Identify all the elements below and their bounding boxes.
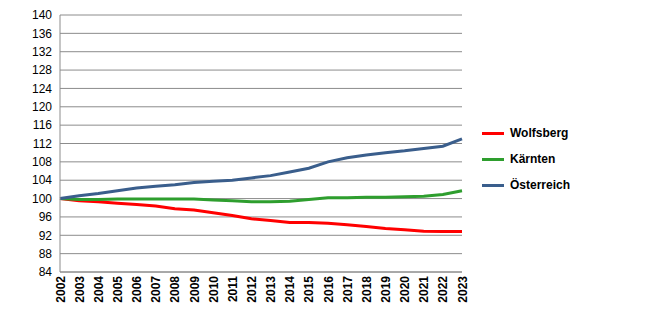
svg-text:2018: 2018 [360,276,374,303]
svg-text:2010: 2010 [207,276,221,303]
svg-text:132: 132 [32,45,52,59]
svg-text:2017: 2017 [341,276,355,303]
svg-text:2019: 2019 [379,276,393,303]
svg-text:2020: 2020 [398,276,412,303]
svg-text:100: 100 [32,192,52,206]
svg-text:2013: 2013 [264,276,278,303]
svg-text:124: 124 [32,82,52,96]
svg-text:140: 140 [32,8,52,22]
svg-text:116: 116 [33,118,52,132]
svg-text:2009: 2009 [188,276,202,303]
html-text:Wolfsberg: Wolfsberg [510,126,569,140]
svg-text:84: 84 [39,265,53,279]
svg-text:108: 108 [32,155,52,169]
svg-text:104: 104 [32,173,52,187]
svg-text:96: 96 [39,210,53,224]
svg-text:2011: 2011 [226,276,240,302]
svg-text:2004: 2004 [92,276,106,303]
svg-text:2007: 2007 [149,276,163,303]
svg-text:120: 120 [32,100,52,114]
svg-text:136: 136 [32,27,52,41]
svg-text:112: 112 [33,137,52,151]
svg-text:2003: 2003 [73,276,87,303]
html-text:Kärnten: Kärnten [510,152,556,166]
svg-text:2022: 2022 [436,276,450,303]
svg-text:2023: 2023 [456,276,470,303]
svg-text:2015: 2015 [302,276,316,303]
svg-text:2014: 2014 [283,276,297,303]
svg-text:2002: 2002 [54,276,68,303]
svg-text:2008: 2008 [168,276,182,303]
svg-text:2016: 2016 [322,276,336,303]
svg-text:2021: 2021 [417,276,431,303]
svg-text:2005: 2005 [111,276,125,303]
svg-text:88: 88 [39,247,53,261]
svg-text:92: 92 [39,229,53,243]
svg-text:2012: 2012 [245,276,259,303]
html-text:Österreich: Österreich [510,178,570,192]
svg-text:2006: 2006 [130,276,144,303]
svg-text:128: 128 [32,63,52,77]
